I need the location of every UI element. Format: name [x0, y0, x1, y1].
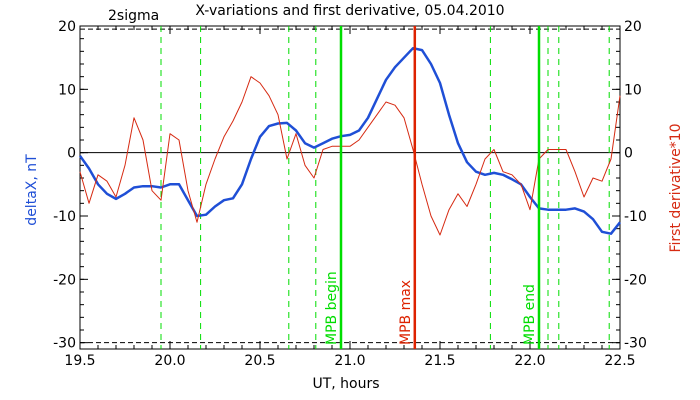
- y-tick-label-left: 10: [58, 82, 76, 98]
- x-tick-label: 21.5: [424, 353, 455, 369]
- y-tick-label-right: 20: [624, 19, 642, 35]
- y-tick-label-left: -30: [53, 336, 76, 352]
- sigma-label: 2sigma: [108, 8, 159, 24]
- chart-title: X-variations and first derivative, 05.04…: [195, 3, 504, 19]
- x-tick-label: 20.0: [154, 353, 185, 369]
- x-axis-label: UT, hours: [312, 376, 379, 392]
- y-tick-label-right: -20: [624, 272, 647, 288]
- y-tick-label-left: -10: [53, 209, 76, 225]
- y-tick-label-right: 0: [624, 146, 633, 162]
- y-tick-label-right: 10: [624, 82, 642, 98]
- solid-marker-label: MPB max: [398, 280, 414, 345]
- x-tick-label: 20.5: [244, 353, 275, 369]
- x-tick-label: 22.0: [514, 353, 545, 369]
- x-tick-label: 22.5: [604, 353, 635, 369]
- y-tick-label-right: -10: [624, 209, 647, 225]
- solid-marker-label: MPB begin: [324, 271, 340, 345]
- y-tick-label-right: -30: [624, 336, 647, 352]
- series-line-derivative: [79, 76, 621, 236]
- y-tick-label-left: 20: [58, 19, 76, 35]
- x-tick-label: 19.5: [64, 353, 95, 369]
- y-axis-label-left: deltaX, nT: [24, 154, 40, 226]
- y-tick-label-left: -20: [53, 272, 76, 288]
- y-tick-label-left: 0: [67, 146, 76, 162]
- solid-marker-label: MPB end: [522, 284, 538, 345]
- x-tick-label: 21.0: [334, 353, 365, 369]
- y-axis-label-right: First derivative*10: [668, 123, 684, 252]
- series-line-deltax: [78, 46, 621, 235]
